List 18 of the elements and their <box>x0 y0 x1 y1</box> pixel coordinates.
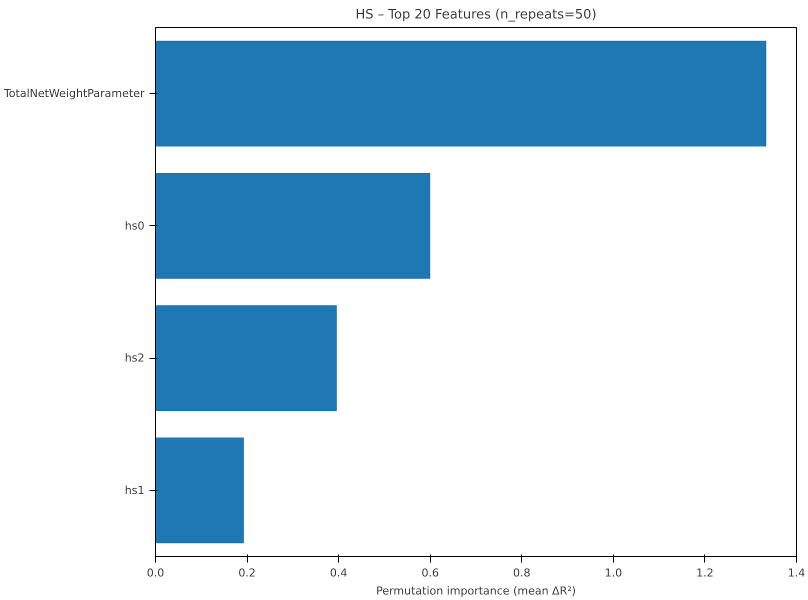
x-tick-label: 0.4 <box>330 566 348 580</box>
chart-title: HS – Top 20 Features (n_repeats=50) <box>355 8 597 22</box>
bar <box>156 40 766 147</box>
y-tick-label: hs0 <box>124 219 144 232</box>
bar <box>156 305 337 412</box>
bar <box>156 437 244 544</box>
x-tick-label: 0.8 <box>513 566 531 580</box>
x-tick-label: 1.4 <box>788 566 806 580</box>
y-tick-label: hs1 <box>124 484 144 497</box>
y-tick-label: TotalNetWeightParameter <box>2 87 145 100</box>
x-tick-label: 1.2 <box>696 566 714 580</box>
y-tick-label: hs2 <box>124 352 144 365</box>
x-tick-label: 0.6 <box>421 566 439 580</box>
bar <box>156 172 430 279</box>
x-tick-label: 0.2 <box>238 566 256 580</box>
x-tick-label: 0.0 <box>146 566 164 580</box>
x-axis-title: Permutation importance (mean ΔR²) <box>376 584 576 598</box>
x-tick-label: 1.0 <box>604 566 622 580</box>
